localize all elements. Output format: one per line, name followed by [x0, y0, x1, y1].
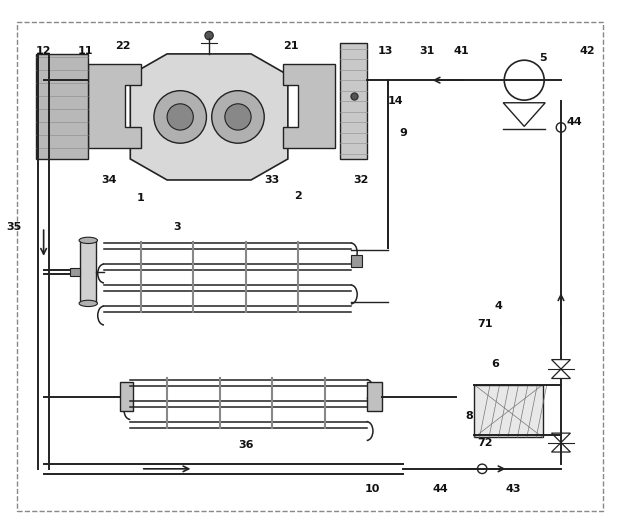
Text: 44: 44 — [566, 117, 582, 127]
Text: 10: 10 — [364, 484, 379, 494]
Text: 35: 35 — [6, 222, 21, 232]
Polygon shape — [551, 369, 571, 379]
Polygon shape — [551, 442, 571, 452]
Text: 34: 34 — [102, 175, 117, 185]
Text: 1: 1 — [137, 193, 145, 203]
Text: 14: 14 — [388, 96, 403, 106]
Text: 31: 31 — [419, 46, 435, 56]
Text: 8: 8 — [465, 411, 473, 421]
Ellipse shape — [79, 300, 97, 307]
Text: 44: 44 — [432, 484, 448, 494]
Polygon shape — [130, 54, 288, 180]
Bar — [367, 382, 383, 411]
Bar — [70, 268, 80, 276]
Bar — [120, 382, 133, 411]
Circle shape — [154, 91, 206, 143]
Text: 12: 12 — [36, 46, 51, 56]
Text: 4: 4 — [494, 301, 502, 311]
Text: 43: 43 — [506, 484, 521, 494]
Text: 32: 32 — [354, 175, 369, 185]
Text: 21: 21 — [283, 41, 298, 51]
Circle shape — [504, 60, 544, 100]
Polygon shape — [551, 360, 571, 369]
Text: 22: 22 — [115, 41, 130, 51]
Polygon shape — [551, 433, 571, 442]
Circle shape — [167, 104, 193, 130]
Circle shape — [556, 122, 566, 132]
Text: 71: 71 — [477, 319, 493, 329]
Text: 36: 36 — [238, 440, 254, 450]
Text: 2: 2 — [295, 191, 302, 201]
Polygon shape — [88, 64, 141, 148]
Circle shape — [477, 464, 487, 474]
Bar — [80, 240, 96, 304]
Ellipse shape — [79, 237, 97, 243]
Polygon shape — [340, 43, 367, 159]
Text: 11: 11 — [78, 46, 93, 56]
Polygon shape — [283, 64, 335, 148]
Text: 9: 9 — [399, 128, 407, 138]
Text: 13: 13 — [378, 46, 392, 56]
Bar — [351, 255, 363, 267]
Text: 33: 33 — [265, 175, 280, 185]
Text: 41: 41 — [454, 46, 469, 56]
Circle shape — [205, 31, 213, 40]
Text: 72: 72 — [477, 438, 493, 448]
Circle shape — [225, 104, 251, 130]
Circle shape — [212, 91, 264, 143]
Text: 42: 42 — [579, 46, 595, 56]
Text: 3: 3 — [174, 222, 181, 232]
Text: 6: 6 — [492, 359, 499, 369]
Bar — [474, 385, 543, 437]
Polygon shape — [36, 54, 88, 159]
Text: 5: 5 — [539, 53, 546, 63]
